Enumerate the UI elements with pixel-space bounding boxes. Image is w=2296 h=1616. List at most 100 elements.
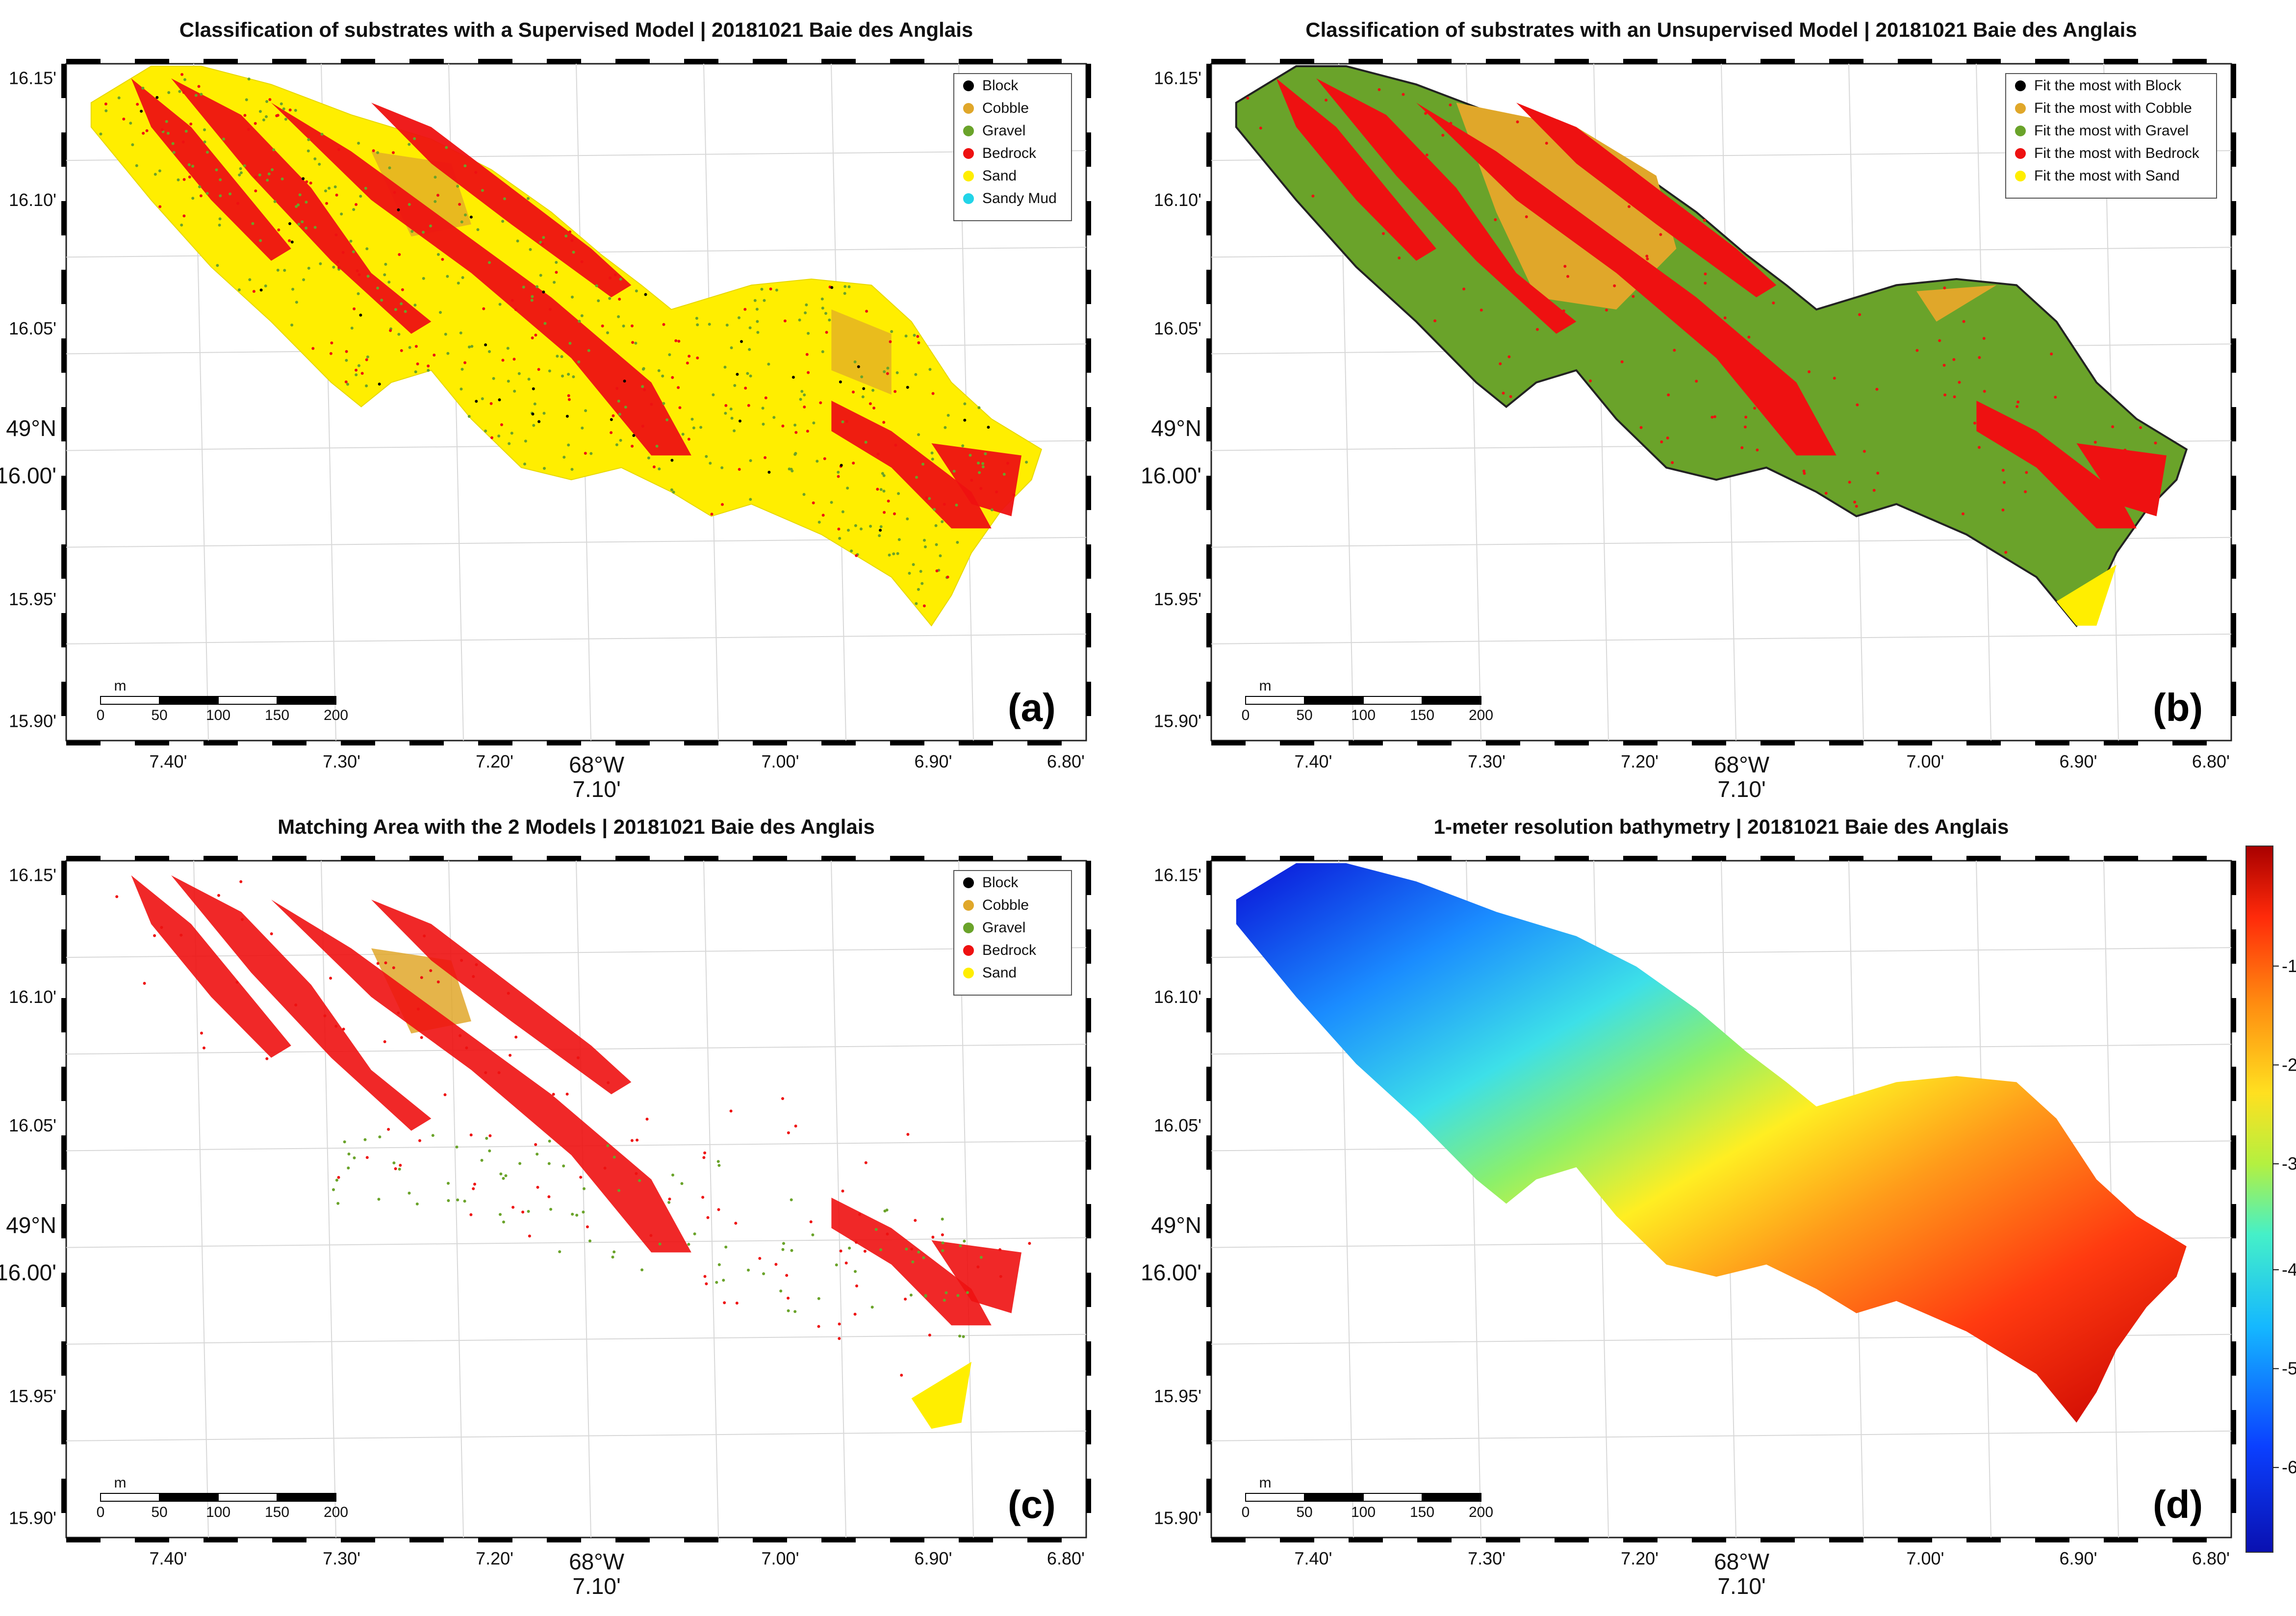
lat-tick-label: 16.05' (1154, 1115, 1201, 1135)
lat-tick-label: 15.95' (9, 1386, 56, 1406)
lon-tick-label: 7.10' (1717, 1573, 1765, 1599)
lat-tick-label: 16.15' (1154, 865, 1201, 885)
legend-label: Block (982, 77, 1019, 94)
scalebar-tick: 150 (265, 707, 289, 723)
depth-colorbar (2245, 846, 2273, 1553)
scalebar-tick: 200 (1469, 1504, 1493, 1520)
legend-marker (2015, 148, 2026, 159)
scalebar-unit: m (114, 678, 127, 694)
lon-tick-label: 6.90' (2060, 1548, 2097, 1568)
panel-letter: (a) (1008, 686, 1056, 729)
legend-marker (963, 193, 974, 204)
lon-tick-label: 7.40' (150, 1548, 187, 1568)
legend-marker (963, 900, 974, 911)
scalebar-segment (277, 1493, 336, 1502)
lat-tick-label: 15.90' (1154, 1508, 1201, 1528)
lon-tick-label: 6.80' (1047, 751, 1085, 771)
lon-tick-label: 6.80' (2192, 751, 2230, 771)
lon-tick-label: 68°W (1714, 752, 1770, 777)
scalebar-tick: 150 (265, 1504, 289, 1520)
scalebar-tick: 0 (1242, 707, 1250, 723)
lat-tick-label: 16.00' (1141, 463, 1201, 488)
legend-label: Sand (982, 168, 1017, 184)
lon-tick-label: 6.90' (2060, 751, 2097, 771)
legend-marker (963, 80, 974, 91)
lon-tick-label: 7.20' (1621, 1548, 1658, 1568)
lon-tick-label: 7.10' (572, 1573, 620, 1599)
legend-label: Cobble (982, 897, 1029, 913)
lat-tick-label: 16.15' (9, 68, 56, 88)
lon-tick-label: 7.10' (572, 776, 620, 802)
scalebar-tick: 200 (324, 1504, 348, 1520)
scalebar-unit: m (1259, 678, 1272, 694)
panel-title: Classification of substrates with an Uns… (1305, 18, 2137, 42)
lon-tick-label: 7.30' (323, 751, 360, 771)
lat-tick-label: 16.05' (9, 1115, 56, 1135)
scalebar-tick: 0 (97, 707, 105, 723)
legend-label: Gravel (982, 920, 1025, 936)
scalebar-tick: 0 (1242, 1504, 1250, 1520)
scalebar-unit: m (1259, 1475, 1272, 1491)
lat-tick-label: 16.10' (1154, 190, 1201, 210)
scalebar-tick: 150 (1410, 1504, 1434, 1520)
panel-title: Classification of substrates with a Supe… (179, 18, 973, 42)
lat-tick-label: 16.05' (9, 318, 56, 338)
colorbar-tick: -50 (2282, 1359, 2296, 1379)
lat-tick-label: 15.90' (9, 1508, 56, 1528)
substrate-map (115, 875, 1031, 1429)
scalebar-tick: 50 (1296, 707, 1312, 723)
scalebar-tick: 50 (1296, 1504, 1312, 1520)
scalebar-tick: 50 (151, 1504, 167, 1520)
lon-tick-label: 68°W (569, 1549, 625, 1574)
lon-tick-label: 7.00' (762, 1548, 799, 1568)
legend-label: Cobble (982, 100, 1029, 116)
lon-tick-label: 6.90' (915, 1548, 952, 1568)
scalebar-segment (1422, 1493, 1481, 1502)
lon-tick-label: 7.00' (762, 751, 799, 771)
lon-tick-label: 7.30' (323, 1548, 360, 1568)
lat-tick-label: 16.10' (1154, 987, 1201, 1007)
lat-tick-label: 15.95' (1154, 1386, 1201, 1406)
substrate-map (1236, 863, 2187, 1423)
panel-title: Matching Area with the 2 Models | 201810… (278, 815, 875, 839)
legend-box (953, 73, 1072, 221)
lat-tick-label: 49°N (6, 1212, 56, 1238)
lon-tick-label: 6.90' (915, 751, 952, 771)
legend-marker (2015, 126, 2026, 136)
scalebar-tick: 200 (324, 707, 348, 723)
scalebar-segment (100, 1493, 160, 1502)
scalebar-tick: 100 (1351, 707, 1376, 723)
scalebar-segment (218, 696, 278, 705)
scalebar-tick: 100 (206, 707, 230, 723)
legend-marker (963, 148, 974, 159)
legend-marker (963, 923, 974, 933)
legend-marker (963, 945, 974, 956)
lon-tick-label: 7.30' (1468, 751, 1505, 771)
legend-label: Block (982, 874, 1019, 891)
lat-tick-label: 15.90' (1154, 711, 1201, 731)
lat-tick-label: 15.90' (9, 711, 56, 731)
scalebar-segment (218, 1493, 278, 1502)
scalebar-segment (1245, 696, 1305, 705)
panel-letter: (c) (1008, 1483, 1056, 1526)
lon-tick-label: 7.40' (1295, 1548, 1332, 1568)
map-panel-b: Classification of substrates with an Uns… (1141, 18, 2236, 802)
lon-tick-label: 6.80' (2192, 1548, 2230, 1568)
lat-tick-label: 16.10' (9, 190, 56, 210)
scalebar-unit: m (114, 1475, 127, 1491)
legend-label: Bedrock (982, 145, 1037, 161)
scalebar-tick: 150 (1410, 707, 1434, 723)
lon-tick-label: 7.00' (1907, 1548, 1944, 1568)
scalebar-segment (100, 696, 160, 705)
map-panel-c: Matching Area with the 2 Models | 201810… (0, 815, 1091, 1599)
legend-marker (2015, 103, 2026, 114)
legend-label: Fit the most with Block (2034, 77, 2182, 94)
colorbar-tick: -20 (2282, 1054, 2296, 1075)
panel-letter: (d) (2153, 1483, 2203, 1526)
lon-tick-label: 7.40' (1295, 751, 1332, 771)
lat-tick-label: 15.95' (9, 589, 56, 609)
panel-letter: (b) (2153, 686, 2203, 729)
scalebar-segment (159, 1493, 219, 1502)
scalebar-tick: 100 (206, 1504, 230, 1520)
